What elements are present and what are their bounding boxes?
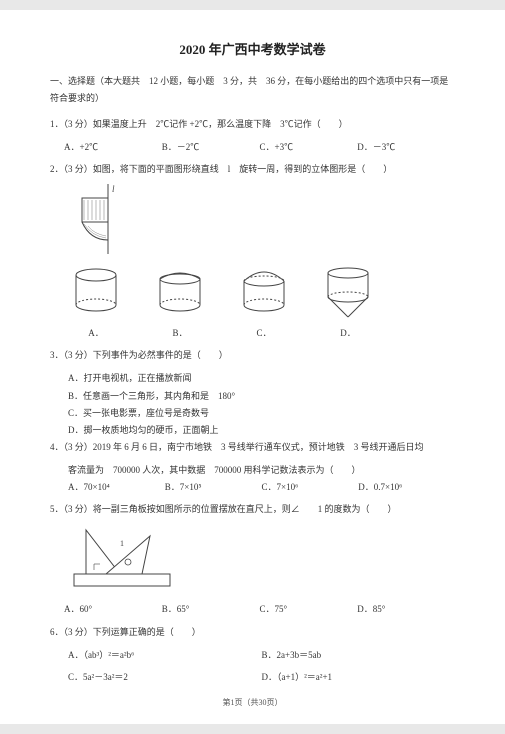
q6-stem: 6．（3 分）下列运算正确的是（ ） (50, 624, 455, 641)
q1-opt-b: B．－2℃ (162, 139, 260, 155)
q3-opt-d: D．掷一枚质地均匀的硬币，正面朝上 (68, 422, 455, 439)
q5-stem: 5．（3 分）将一副三角板按如图所示的位置摆放在直尺上，则∠ 1 的度数为（ ） (50, 501, 455, 518)
q1-opt-d: D．－3℃ (357, 139, 455, 155)
q2-opt-c: C． (236, 325, 292, 341)
q4-opt-a: A．70×10⁴ (68, 479, 165, 495)
exam-page: 2020 年广西中考数学试卷 一、选择题（本大题共 12 小题，每小题 3 分，… (0, 10, 505, 724)
q4-stem-1: 4．（3 分）2019 年 6 月 6 日，南宁市地铁 3 号线举行通车仪式，预… (50, 439, 455, 456)
q1-stem: 1．（3 分）如果温度上升 2℃记作 +2℃，那么温度下降 3℃记作（ ） (50, 116, 455, 133)
q2-option-labels: A． B． C． D． (68, 325, 455, 341)
q6-options-row1: A．（ab³）²＝a²b⁶ B．2a+3b＝5ab (68, 647, 455, 663)
solid-a-icon (68, 265, 124, 315)
q4-opt-c: C．7×10⁶ (262, 479, 359, 495)
q5-figure: 1 (72, 524, 455, 595)
q5-opt-d: D．85° (357, 601, 455, 617)
page-footer: 第1页（共30页） (0, 696, 505, 710)
triangle-ruler-icon: 1 (72, 524, 172, 590)
q2-opt-a: A． (68, 325, 124, 341)
q3-opt-c: C．买一张电影票，座位号是奇数号 (68, 405, 455, 422)
q3-opt-a: A．打开电视机，正在播放新闻 (68, 370, 455, 387)
q6-opt-c: C．5a²－3a²＝2 (68, 669, 262, 685)
solid-b-icon (152, 265, 208, 315)
q1-opt-c: C．+3℃ (260, 139, 358, 155)
svg-text:l: l (112, 184, 115, 194)
q4-options: A．70×10⁴ B．7×10⁵ C．7×10⁶ D．0.7×10⁶ (68, 479, 455, 495)
q2-stem: 2．（3 分）如图，将下面的平面图形绕直线 l 旋转一周，得到的立体图形是（ ） (50, 161, 455, 178)
q5-opt-c: C．75° (260, 601, 358, 617)
q1-options: A．+2℃ B．－2℃ C．+3℃ D．－3℃ (64, 139, 455, 155)
q6-opt-b: B．2a+3b＝5ab (262, 647, 456, 663)
q4-opt-b: B．7×10⁵ (165, 479, 262, 495)
q4-stem-2: 客流量为 700000 人次，其中数据 700000 用科学记数法表示为（ ） (68, 462, 455, 479)
q2-opt-d: D． (320, 325, 376, 341)
q6-opt-d: D．（a+1）²＝a²+1 (262, 669, 456, 685)
q2-opt-b: B． (152, 325, 208, 341)
solid-d-icon (320, 265, 376, 321)
q6-opt-a: A．（ab³）²＝a²b⁶ (68, 647, 262, 663)
q1-opt-a: A．+2℃ (64, 139, 162, 155)
q3-stem: 3．（3 分）下列事件为必然事件的是（ ） (50, 347, 455, 364)
svg-text:1: 1 (120, 539, 124, 548)
q3-opt-b: B．任意画一个三角形，其内角和是 180° (68, 388, 455, 405)
page-title: 2020 年广西中考数学试卷 (50, 38, 455, 61)
q5-opt-a: A．60° (64, 601, 162, 617)
q5-opt-b: B．65° (162, 601, 260, 617)
rotation-shape-icon: l (76, 184, 146, 254)
q2-rotation-figure: l (76, 184, 455, 259)
q4-opt-d: D．0.7×10⁶ (358, 479, 455, 495)
q6-options-row2: C．5a²－3a²＝2 D．（a+1）²＝a²+1 (68, 669, 455, 685)
q5-options: A．60° B．65° C．75° D．85° (64, 601, 455, 617)
q2-option-figures (68, 265, 455, 321)
section-heading: 一、选择题（本大题共 12 小题，每小题 3 分，共 36 分，在每小题给出的四… (50, 73, 455, 107)
solid-c-icon (236, 265, 292, 315)
